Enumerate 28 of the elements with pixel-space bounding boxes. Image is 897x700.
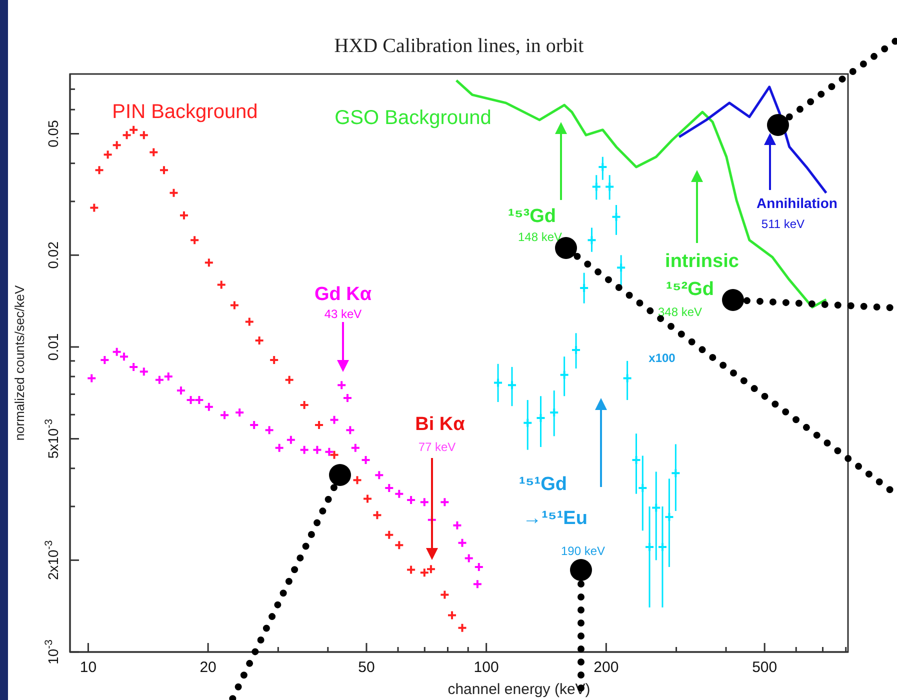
- x-tick-label: 50: [358, 659, 375, 676]
- chart-title: HXD Calibration lines, in orbit: [334, 35, 584, 57]
- annotation: Gd Kα: [314, 284, 372, 305]
- annotation: ¹⁵²Gd: [666, 279, 714, 300]
- series-label: PIN Background: [112, 101, 258, 123]
- annotation: ¹⁵¹Gd: [519, 474, 567, 495]
- x-tick-label: 20: [200, 659, 216, 676]
- annotation: x100: [648, 351, 676, 365]
- x-tick-label: 100: [474, 659, 499, 676]
- y-tick-label: 0.02: [45, 241, 61, 269]
- x-tick-label: 500: [752, 659, 778, 676]
- x-tick-label: 10: [80, 659, 97, 676]
- annotation: ¹⁵³Gd: [508, 206, 556, 227]
- annotation: 148 keV: [518, 230, 562, 244]
- y-tick-label: 0.05: [45, 120, 61, 148]
- x-tick-label: 200: [594, 659, 619, 676]
- series-label: GSO Background: [334, 107, 492, 129]
- y-tick-label: 0.01: [45, 333, 61, 361]
- annotation: 511 keV: [761, 217, 805, 231]
- annotation: 348 keV: [658, 305, 702, 319]
- annotation: Bi Kα: [415, 414, 466, 435]
- annotation: 43 keV: [324, 307, 362, 321]
- y-axis-title: normalized counts/sec/keV: [12, 285, 27, 441]
- annotation: →¹⁵¹Eu: [522, 508, 588, 529]
- annotation: Annihilation: [756, 195, 838, 211]
- annotation: 77 keV: [418, 440, 456, 454]
- annotation: intrinsic: [665, 251, 740, 272]
- annotation: 190 keV: [560, 544, 606, 558]
